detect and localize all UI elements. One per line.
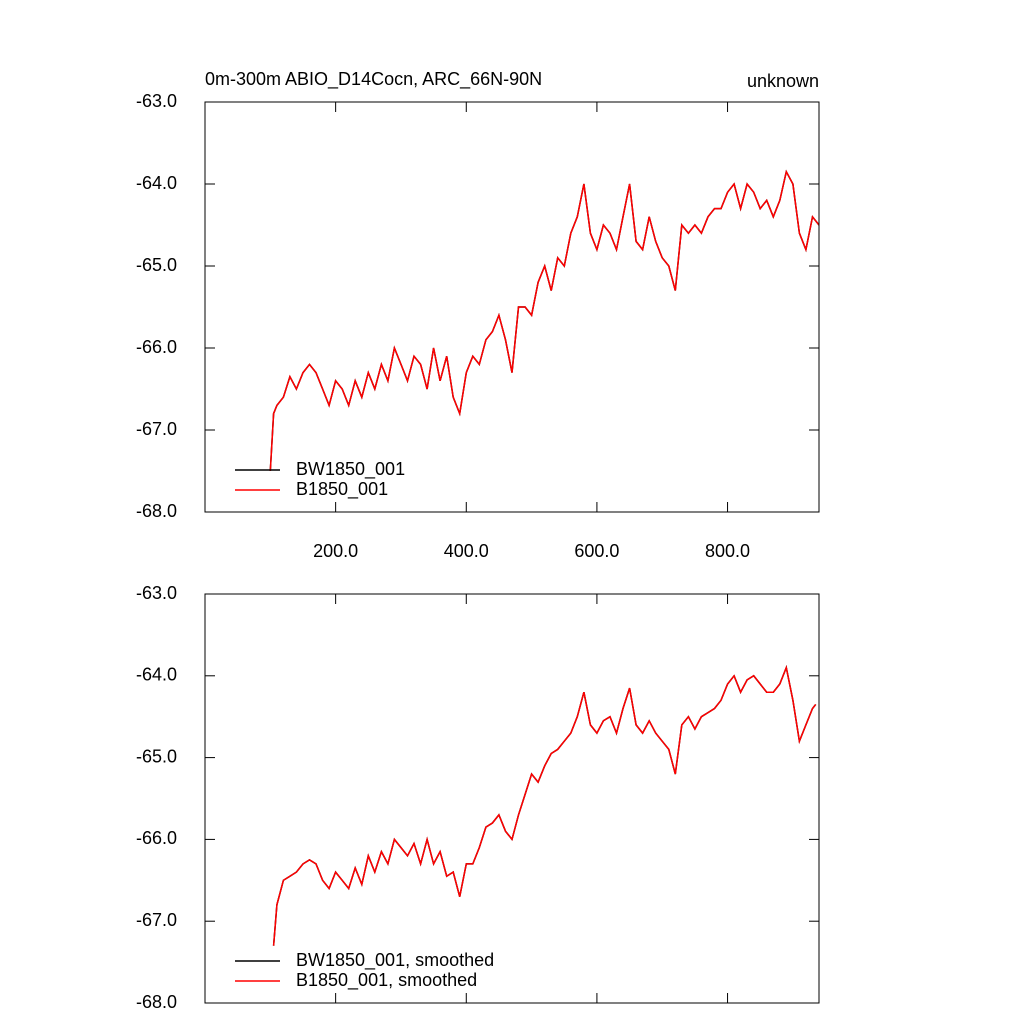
y-tick-label: -63.0 — [136, 91, 177, 111]
y-tick-label: -63.0 — [136, 583, 177, 603]
chart-right-title: unknown — [747, 71, 819, 91]
y-tick-label: -64.0 — [136, 665, 177, 685]
y-tick-label: -65.0 — [136, 255, 177, 275]
y-tick-label: -66.0 — [136, 828, 177, 848]
y-tick-label: -67.0 — [136, 419, 177, 439]
series-line — [269, 169, 820, 472]
x-tick-label: 800.0 — [705, 541, 750, 561]
series-line — [269, 169, 820, 472]
y-tick-label: -67.0 — [136, 910, 177, 930]
x-tick-label: 200.0 — [313, 541, 358, 561]
x-tick-label: 600.0 — [574, 541, 619, 561]
legend-label: BW1850_001, smoothed — [296, 950, 494, 971]
y-tick-label: -68.0 — [136, 992, 177, 1012]
legend-label: BW1850_001 — [296, 459, 405, 480]
x-tick-label: 400.0 — [444, 541, 489, 561]
series-line — [272, 664, 817, 946]
y-tick-label: -64.0 — [136, 173, 177, 193]
plot-frame — [204, 593, 820, 1004]
legend-label: B1850_001, smoothed — [296, 970, 477, 991]
chart-title: 0m-300m ABIO_D14Cocn, ARC_66N-90N — [205, 69, 542, 90]
series-line — [272, 664, 817, 946]
y-tick-label: -66.0 — [136, 337, 177, 357]
y-tick-label: -68.0 — [136, 501, 177, 521]
y-tick-label: -65.0 — [136, 746, 177, 766]
legend-label: B1850_001 — [296, 479, 388, 500]
plot-frame — [204, 101, 820, 513]
